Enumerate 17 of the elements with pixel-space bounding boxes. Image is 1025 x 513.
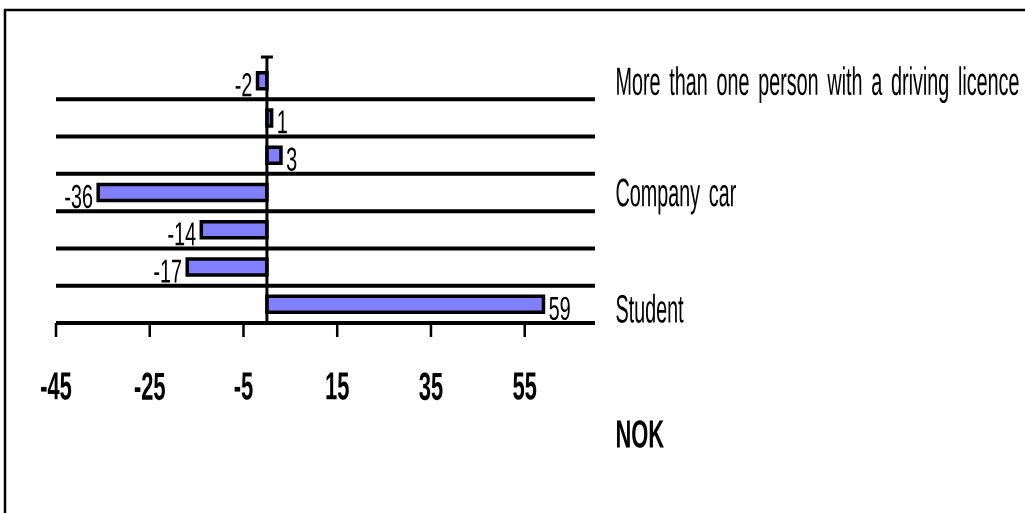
data-label: 1 <box>278 110 287 134</box>
x-tick-label: -5 <box>234 372 253 400</box>
y-tick-label: More than one person with a driving licence <box>617 66 1019 104</box>
x-tick-label: -25 <box>134 372 165 401</box>
data-label: 3 <box>286 147 297 171</box>
data-label: 59 <box>549 296 570 321</box>
data-label: -14 <box>168 222 196 246</box>
y-tick-label: Student <box>616 293 684 323</box>
data-label: -17 <box>154 259 182 283</box>
y-tick-label: Company car <box>616 178 736 215</box>
data-label: -2 <box>235 73 252 97</box>
data-label: -36 <box>65 184 93 209</box>
x-tick-label: 15 <box>326 372 349 400</box>
x-tick-label: -45 <box>41 372 72 400</box>
x-tick-label: 35 <box>419 372 443 401</box>
x-axis-title: NOK <box>617 420 664 448</box>
x-tick-label: 55 <box>513 372 537 400</box>
